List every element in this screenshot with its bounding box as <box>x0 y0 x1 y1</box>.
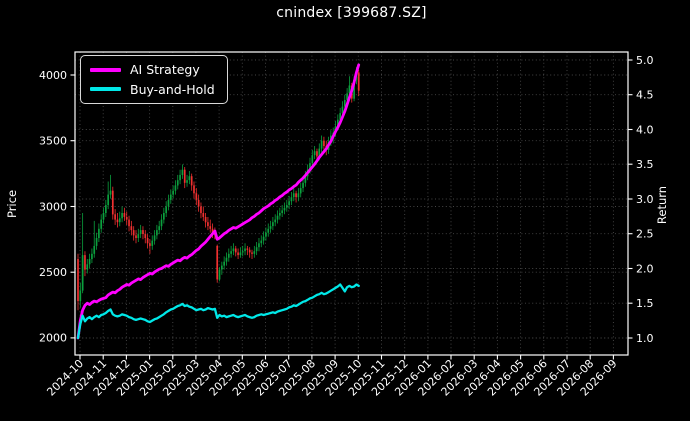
svg-text:2.5: 2.5 <box>636 228 654 241</box>
left-axis-ticks: 2000 2500 3000 3500 4000 <box>39 69 75 345</box>
svg-text:1.5: 1.5 <box>636 297 654 310</box>
svg-text:1.0: 1.0 <box>636 332 654 345</box>
buy-and-hold-line <box>76 283 360 340</box>
chart-title: cnindex [399687.SZ] <box>276 5 427 21</box>
svg-text:4.0: 4.0 <box>636 123 654 136</box>
legend: AI Strategy Buy-and-Hold <box>80 55 228 104</box>
svg-text:3000: 3000 <box>39 200 67 213</box>
legend-item-buy-and-hold: Buy-and-Hold <box>90 82 218 97</box>
svg-text:3.0: 3.0 <box>636 193 654 206</box>
svg-text:2000: 2000 <box>39 332 67 345</box>
price-axis-label: Price <box>5 190 19 218</box>
right-axis-ticks: 1.0 1.5 2.0 2.5 3.0 3.5 4.0 4.5 5.0 <box>628 54 654 345</box>
return-axis-label: Return <box>655 186 669 224</box>
buy-and-hold-line-swatch <box>90 87 121 91</box>
ai-strategy-line <box>76 63 361 340</box>
svg-text:3.5: 3.5 <box>636 158 654 171</box>
svg-text:5.0: 5.0 <box>636 54 654 67</box>
axes-border <box>74 51 629 356</box>
x-axis-ticks: 2024-102024-112024-122025-012025-022025-… <box>44 355 620 399</box>
candles <box>77 67 360 311</box>
svg-text:3500: 3500 <box>39 135 67 148</box>
ai-strategy-line-swatch <box>90 68 121 72</box>
legend-label-buy-and-hold: Buy-and-Hold <box>130 81 215 97</box>
svg-text:4.5: 4.5 <box>636 89 654 102</box>
legend-label-ai-strategy: AI Strategy <box>130 62 200 78</box>
svg-text:2500: 2500 <box>39 266 67 279</box>
svg-text:4000: 4000 <box>39 69 67 82</box>
svg-text:2.0: 2.0 <box>636 262 654 275</box>
legend-item-ai-strategy: AI Strategy <box>90 62 218 77</box>
